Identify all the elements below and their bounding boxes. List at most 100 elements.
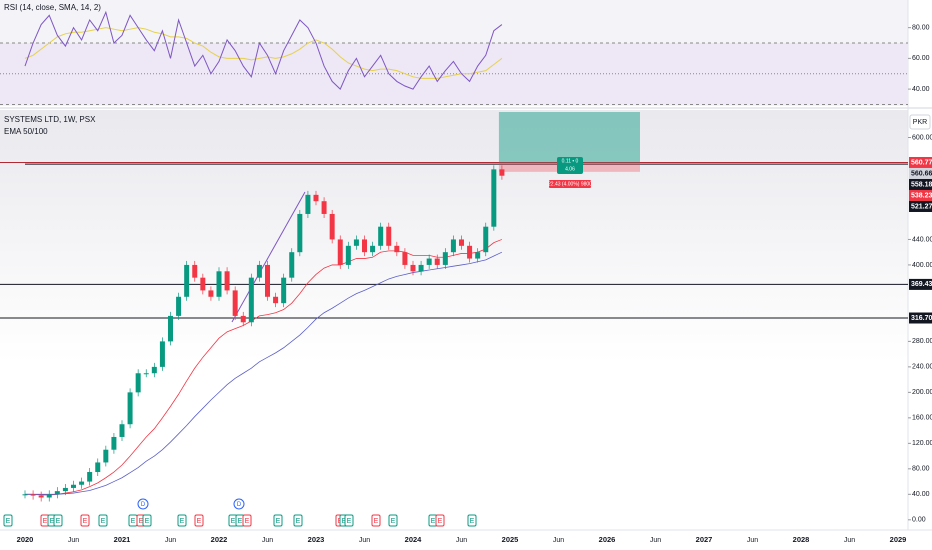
candle-body xyxy=(321,201,327,214)
x-tick-label: Jun xyxy=(68,537,79,544)
x-tick-label: Jun xyxy=(165,537,176,544)
candle-body xyxy=(362,239,367,253)
event-icon xyxy=(242,514,252,527)
price-badge xyxy=(909,278,932,290)
event-label: E xyxy=(6,518,11,525)
x-tick-label: Jun xyxy=(844,537,855,544)
event-label: E xyxy=(231,518,236,525)
event-label: E xyxy=(131,518,136,525)
price-panel xyxy=(0,110,908,530)
event-icon xyxy=(371,514,381,527)
candle-body xyxy=(30,494,36,496)
x-tick-label: Jun xyxy=(359,537,370,544)
event-label: E xyxy=(56,518,61,525)
price-badge-label: 558.18 xyxy=(911,181,932,188)
dividend-icon xyxy=(233,498,245,510)
candle-body xyxy=(329,213,335,240)
event-icon xyxy=(273,514,283,527)
event-icon xyxy=(80,514,90,527)
rsi-tick-label: 80.00 xyxy=(912,24,930,31)
profit-badge xyxy=(557,157,583,174)
x-tick-label: 2024 xyxy=(405,535,423,544)
candle-body xyxy=(248,277,254,323)
y-tick-label: 400.00 xyxy=(912,262,932,269)
price-badge xyxy=(909,156,932,168)
candle-body xyxy=(22,494,28,496)
x-tick-label: Jun xyxy=(456,537,467,544)
event-label: E xyxy=(43,518,48,525)
candle-body xyxy=(281,277,287,304)
rsi-tick-label: 40.00 xyxy=(912,86,930,93)
candle-body xyxy=(289,252,295,278)
y-tick-label: 440.00 xyxy=(912,236,932,243)
x-tick-label: 2025 xyxy=(502,535,519,544)
candle-body xyxy=(418,264,424,272)
candle-body xyxy=(184,264,190,297)
candle-body xyxy=(79,481,85,485)
candle-body xyxy=(297,213,303,253)
rsi-tick-label: 60.00 xyxy=(912,55,930,62)
price-badge-label: 369.43 xyxy=(911,281,932,288)
loss-badge xyxy=(549,180,591,188)
event-label: E xyxy=(139,518,144,525)
candle-body xyxy=(103,449,109,463)
y-tick-label: 160.00 xyxy=(912,415,932,422)
y-tick-label: 40.00 xyxy=(912,491,930,498)
x-tick-label: 2026 xyxy=(599,535,616,544)
candle-body xyxy=(168,315,173,342)
candle-body xyxy=(491,169,497,227)
candle-body xyxy=(434,258,440,265)
y-tick-label: 240.00 xyxy=(912,364,932,371)
event-label: E xyxy=(470,518,475,525)
x-tick-label: Jun xyxy=(747,537,758,544)
candle-body xyxy=(143,373,149,375)
dividend-label: D xyxy=(237,502,242,508)
candle-body xyxy=(135,373,141,393)
price-badge-label: 560.77 xyxy=(911,159,932,166)
trend-line xyxy=(231,191,306,323)
y-tick-label: 0.00 xyxy=(912,517,926,524)
event-icon xyxy=(344,514,354,527)
y-tick-label: 600.00 xyxy=(912,134,932,141)
ema-line xyxy=(25,239,503,496)
rsi-title: RSI (14, close, SMA, 14, 2) xyxy=(4,3,101,12)
y-tick-label: 120.00 xyxy=(912,440,932,447)
event-label: E xyxy=(83,518,88,525)
dividend-icon xyxy=(137,498,149,510)
x-tick-label: 2020 xyxy=(17,535,34,544)
y-tick-label: 280.00 xyxy=(912,338,932,345)
candle-body xyxy=(442,252,448,265)
candle-body xyxy=(38,495,44,498)
candle-body xyxy=(337,239,343,265)
event-label: E xyxy=(238,518,243,525)
event-label: E xyxy=(391,518,396,525)
candle-body xyxy=(111,436,117,450)
event-icon xyxy=(177,514,187,527)
loss-label: 22.43 (4.00%) 9800 xyxy=(548,181,592,187)
candle-body xyxy=(54,491,60,495)
price-badge-label: 560.66 xyxy=(911,170,932,177)
price-badge xyxy=(909,200,932,212)
event-label: E xyxy=(197,518,202,525)
event-icon xyxy=(53,514,63,527)
event-label: E xyxy=(374,518,379,525)
candle-body xyxy=(71,484,76,488)
currency: PKR xyxy=(913,119,927,126)
profit-sub: 4.06 xyxy=(565,166,575,172)
event-label: E xyxy=(245,518,250,525)
event-label: E xyxy=(101,518,106,525)
candle-body xyxy=(208,290,214,297)
candle-body xyxy=(353,239,359,246)
candle-body xyxy=(232,290,238,316)
event-label: E xyxy=(347,518,352,525)
event-label: E xyxy=(180,518,185,525)
candle-body xyxy=(256,264,262,278)
event-icon xyxy=(435,514,445,527)
candle-body xyxy=(119,424,125,437)
currency-box[interactable] xyxy=(909,114,931,130)
candle-body xyxy=(62,487,68,492)
candle-body xyxy=(410,264,416,272)
candle-body xyxy=(240,315,246,323)
x-tick-label: 2029 xyxy=(890,535,907,544)
candle-body xyxy=(483,226,489,253)
